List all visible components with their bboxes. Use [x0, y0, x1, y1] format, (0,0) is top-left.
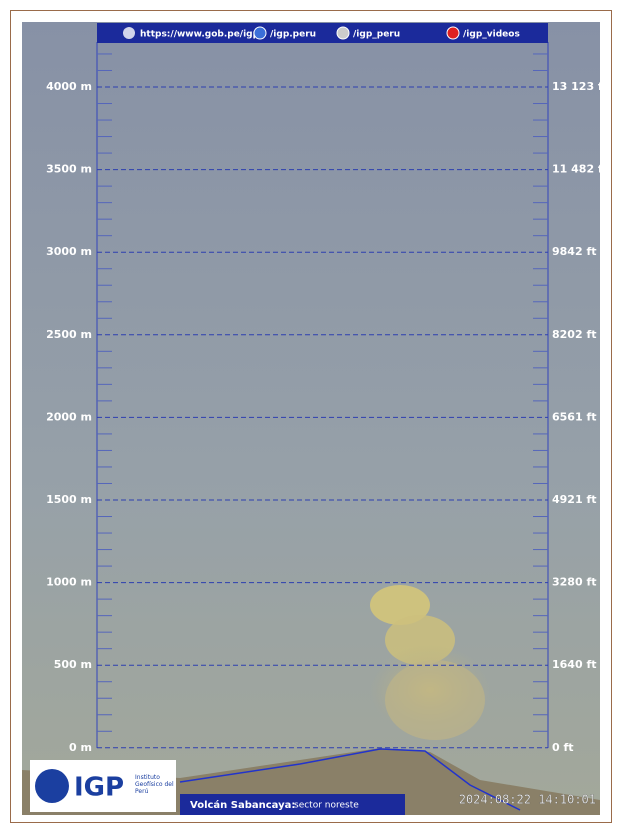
- link: /igp_videos: [463, 30, 520, 40]
- meter-label: 2500 m: [46, 328, 92, 341]
- volcano-name: Volcán Sabancaya:: [190, 799, 295, 811]
- logo-name: IGP: [74, 773, 124, 803]
- feet-label: 6561 ft: [552, 410, 597, 423]
- header-bar: [97, 23, 548, 43]
- feet-label: 9842 ft: [552, 245, 597, 258]
- logo-subtitle-box: Instituto Geofísico del Perú: [135, 774, 174, 795]
- feet-label: 11 482 ft: [552, 163, 608, 176]
- web-icon: [123, 27, 135, 39]
- timestamp: 2024:08:22 14:10:01: [459, 793, 596, 807]
- plume: [370, 585, 490, 740]
- feet-label: 3280 ft: [552, 576, 597, 589]
- feet-label: 1640 ft: [552, 658, 597, 671]
- sector: sector noreste: [294, 801, 359, 811]
- feet-label: 13 123 ft: [552, 80, 608, 93]
- facebook-icon: [253, 26, 267, 40]
- x-icon: [336, 26, 350, 40]
- logo-subtitle: Instituto Geofísico del Perú: [135, 774, 174, 795]
- meter-label: 0 m: [69, 741, 92, 754]
- meter-label: 3500 m: [46, 163, 92, 176]
- link: /igp_peru: [353, 30, 400, 40]
- header-links: https://www.gob.pe/igp /igp.peru /igp_pe…: [123, 26, 520, 40]
- meter-label: 4000 m: [46, 80, 92, 93]
- height-scale: 4000 m 13 123 ft 3500 m 11 482 ft 3000 m 9842…: [46, 42, 608, 754]
- meter-label: 3000 m: [46, 245, 92, 258]
- feet-label: 0 ft: [552, 741, 574, 754]
- footer-bar: [180, 794, 405, 815]
- sky: [22, 22, 600, 815]
- feet-label: 4921 ft: [552, 493, 597, 506]
- logo: IGP Instituto Geofísico del Perú: [30, 760, 176, 812]
- youtube-icon: [446, 26, 460, 40]
- meter-label: 1000 m: [46, 576, 92, 589]
- profile-line: [179, 748, 521, 811]
- meter-label: 1500 m: [46, 493, 92, 506]
- link: https://www.gob.pe/igp: [140, 30, 260, 40]
- meter-label: 2000 m: [46, 410, 92, 423]
- link: /igp.peru: [270, 30, 316, 40]
- feet-label: 8202 ft: [552, 328, 597, 341]
- logo-globe: [35, 769, 69, 803]
- meter-label: 500 m: [54, 658, 92, 671]
